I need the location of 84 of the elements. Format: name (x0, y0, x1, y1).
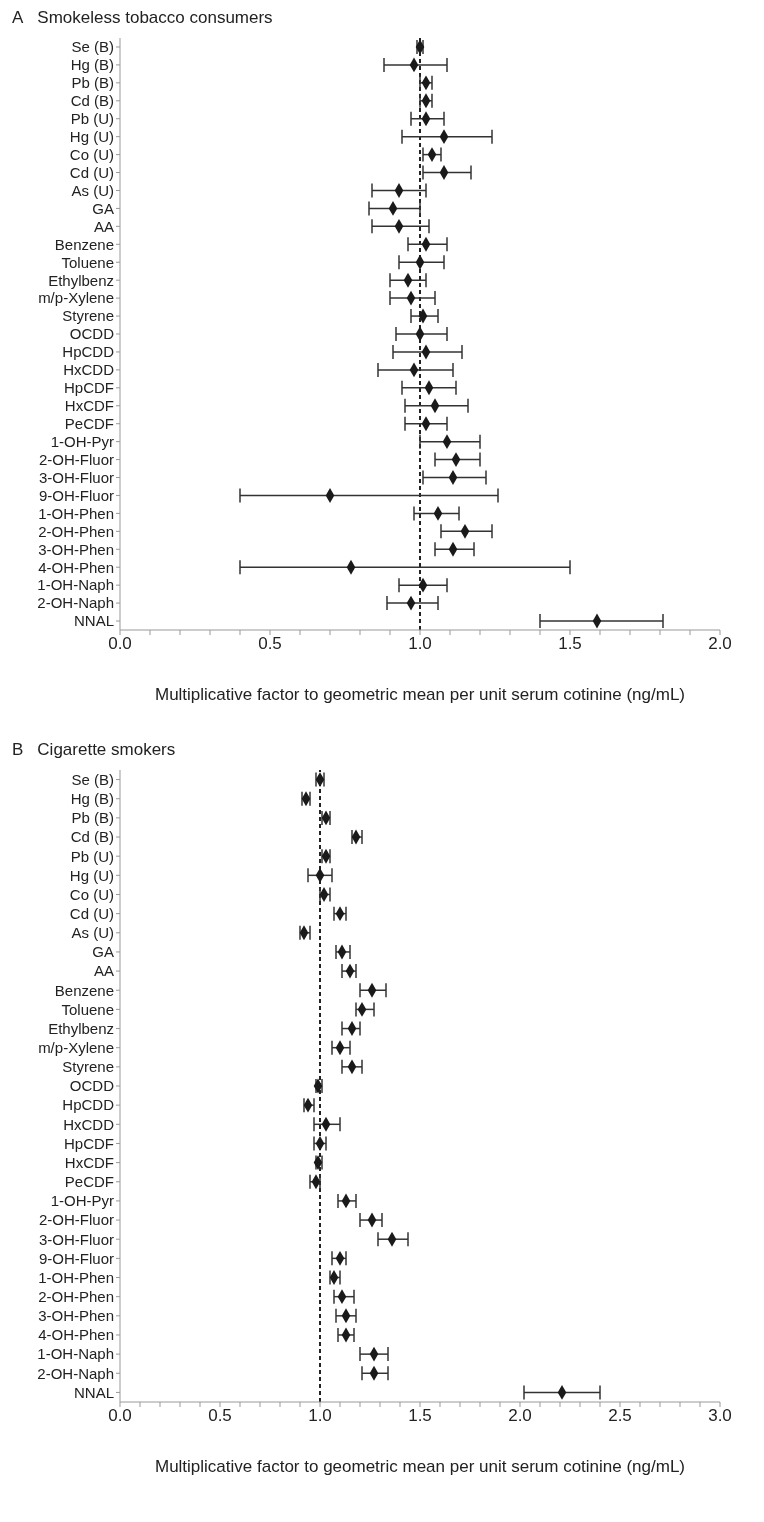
x-tick-label: 1.5 (558, 634, 582, 654)
y-tick-label: 3-OH-Fluor (38, 468, 114, 486)
chart-title: Smokeless tobacco consumers (37, 8, 273, 27)
y-tick-label: Styrene (62, 1058, 114, 1076)
x-tick-label: 3.0 (708, 1406, 732, 1426)
y-tick-label: AA (93, 217, 114, 235)
x-tick-label: 0.5 (258, 634, 282, 654)
y-tick-label: 3-OH-Fluor (38, 1230, 114, 1248)
y-tick-label: OCDD (69, 325, 115, 343)
y-tick-label: Pb (U) (70, 847, 114, 865)
y-tick-label: 9-OH-Fluor (38, 1249, 114, 1267)
y-tick-label: HxCDF (64, 397, 114, 415)
y-tick-label: AA (93, 962, 114, 980)
y-tick-label: HpCDF (63, 379, 114, 397)
y-tick-label: Pb (B) (71, 74, 114, 92)
y-tick-label: Styrene (62, 307, 114, 325)
y-tick-label: Hg (B) (70, 790, 114, 808)
chart-title: Cigarette smokers (37, 740, 176, 759)
y-tick-label: 1-OH-Phen (38, 1268, 114, 1286)
x-tick-label: 1.0 (408, 634, 432, 654)
x-tick-label: 1.0 (308, 1406, 332, 1426)
y-tick-label: Se (B) (71, 38, 114, 56)
y-tick-label: GA (92, 199, 114, 217)
y-tick-label: 2-OH-Naph (37, 1364, 114, 1382)
y-tick-label: Cd (B) (70, 828, 114, 846)
y-tick-label: HpCDD (62, 343, 115, 361)
y-tick-label: PeCDF (64, 415, 114, 433)
x-tick-label: 1.5 (408, 1406, 432, 1426)
y-tick-label: 2-OH-Fluor (38, 1211, 114, 1229)
y-tick-label: 9-OH-Fluor (38, 486, 114, 504)
y-tick-label: Ethylbenz (48, 271, 114, 289)
y-tick-label: 2-OH-Phen (38, 1287, 114, 1305)
y-tick-label: Benzene (54, 981, 114, 999)
y-tick-label: GA (92, 943, 114, 961)
x-tick-label: 2.0 (708, 634, 732, 654)
y-tick-label: 1-OH-Naph (37, 576, 114, 594)
y-tick-label: 4-OH-Phen (38, 1326, 114, 1344)
y-tick-label: 1-OH-Pyr (50, 1192, 114, 1210)
y-tick-label: Cd (U) (69, 904, 114, 922)
y-tick-label: Hg (U) (69, 127, 114, 145)
y-tick-label: HpCDF (63, 1134, 114, 1152)
y-tick-label: As (U) (71, 924, 114, 942)
y-tick-label: OCDD (69, 1077, 115, 1095)
x-axis-title: Multiplicative factor to geometric mean per unit serum cotinine (ng/mL) (154, 1457, 686, 1476)
y-tick-label: Hg (B) (70, 56, 114, 74)
y-tick-label: Se (B) (71, 770, 114, 788)
y-tick-label: PeCDF (64, 1173, 114, 1191)
y-tick-label: Cd (B) (70, 92, 114, 110)
y-tick-label: Benzene (54, 235, 114, 253)
y-tick-label: HxCDD (63, 361, 115, 379)
text: A (12, 8, 24, 27)
y-tick-label: NNAL (73, 1383, 114, 1401)
y-tick-label: Co (U) (69, 885, 114, 903)
text: B (12, 740, 24, 759)
y-tick-label: 2-OH-Fluor (38, 450, 114, 468)
x-tick-label: 0.5 (208, 1406, 232, 1426)
x-tick-label: 2.0 (508, 1406, 532, 1426)
y-tick-label: Hg (U) (69, 866, 114, 884)
y-tick-label: 2-OH-Naph (37, 594, 114, 612)
y-tick-label: Ethylbenz (48, 1019, 114, 1037)
y-tick-label: 2-OH-Phen (38, 522, 114, 540)
y-tick-label: HxCDD (63, 1115, 115, 1133)
x-axis-title: Multiplicative factor to geometric mean per unit serum cotinine (ng/mL) (154, 685, 686, 704)
y-tick-label: Cd (U) (69, 163, 114, 181)
y-tick-label: Toluene (61, 1000, 114, 1018)
y-tick-label: m/p-Xylene (38, 1039, 114, 1057)
y-tick-label: 4-OH-Phen (38, 558, 114, 576)
y-tick-label: HpCDD (62, 1096, 115, 1114)
y-tick-label: 1-OH-Pyr (50, 432, 114, 450)
y-tick-label: Pb (U) (70, 110, 114, 128)
y-tick-label: NNAL (73, 612, 114, 630)
y-tick-label: Toluene (61, 253, 114, 271)
y-tick-label: Co (U) (69, 145, 114, 163)
y-tick-label: 3-OH-Phen (38, 1307, 114, 1325)
y-tick-label: HxCDF (64, 1153, 114, 1171)
y-tick-label: 1-OH-Naph (37, 1345, 114, 1363)
x-tick-label: 0.0 (108, 634, 132, 654)
y-tick-label: As (U) (71, 181, 114, 199)
y-tick-label: m/p-Xylene (38, 289, 114, 307)
x-tick-label: 0.0 (108, 1406, 132, 1426)
x-tick-label: 2.5 (608, 1406, 632, 1426)
y-tick-label: 3-OH-Phen (38, 540, 114, 558)
y-tick-label: Pb (B) (71, 809, 114, 827)
y-tick-label: 1-OH-Phen (38, 504, 114, 522)
